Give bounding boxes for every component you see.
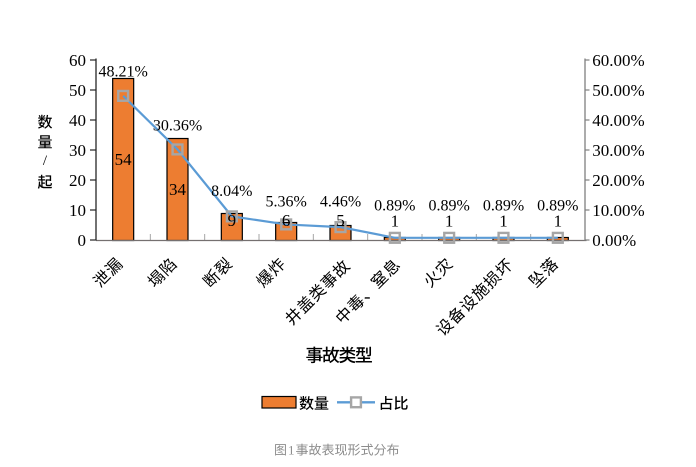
svg-text:/: / [43, 153, 48, 169]
svg-text:48.21%: 48.21% [99, 64, 148, 81]
svg-text:1: 1 [445, 211, 454, 230]
svg-text:0.89%: 0.89% [429, 197, 470, 214]
svg-text:40.00%: 40.00% [592, 111, 644, 130]
svg-text:60.00%: 60.00% [592, 51, 644, 70]
svg-text:30: 30 [69, 141, 86, 160]
svg-text:0: 0 [78, 231, 87, 250]
svg-text:34: 34 [169, 180, 187, 199]
svg-text:0.00%: 0.00% [592, 231, 636, 250]
svg-text:0.89%: 0.89% [483, 197, 524, 214]
svg-text:1: 1 [554, 211, 563, 230]
svg-text:40: 40 [69, 111, 86, 130]
svg-text:1: 1 [288, 443, 295, 458]
svg-text:54: 54 [115, 150, 133, 169]
svg-text:60: 60 [69, 51, 86, 70]
svg-text:5: 5 [336, 211, 345, 230]
svg-text:20.00%: 20.00% [592, 171, 644, 190]
svg-text:9: 9 [228, 211, 237, 230]
svg-text:6: 6 [282, 211, 291, 230]
svg-text:1: 1 [499, 211, 508, 230]
svg-text:5.36%: 5.36% [266, 193, 307, 210]
svg-text:0.89%: 0.89% [374, 197, 415, 214]
svg-text:20: 20 [69, 171, 86, 190]
svg-text:1: 1 [391, 211, 400, 230]
svg-text:50.00%: 50.00% [592, 81, 644, 100]
svg-text:10: 10 [69, 201, 86, 220]
svg-text:10.00%: 10.00% [592, 201, 644, 220]
svg-text:8.04%: 8.04% [211, 183, 252, 200]
svg-text:30.36%: 30.36% [153, 117, 202, 134]
svg-text:4.46%: 4.46% [320, 193, 361, 210]
svg-text:30.00%: 30.00% [592, 141, 644, 160]
svg-text:0.89%: 0.89% [537, 197, 578, 214]
svg-text:50: 50 [69, 81, 86, 100]
